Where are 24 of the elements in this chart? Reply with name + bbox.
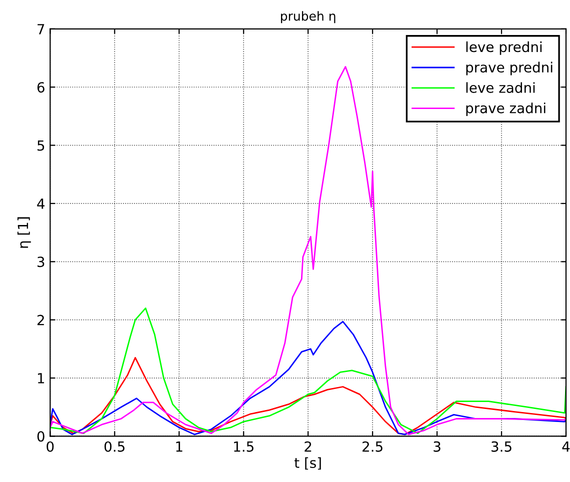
x-tick-label: 2: [304, 441, 312, 452]
y-tick-label: 1: [38, 373, 44, 384]
x-axis-title: t [s]: [294, 457, 321, 470]
x-tick-label: 0.5: [104, 441, 124, 452]
y-tick-label: 2: [37, 314, 44, 326]
chart-title: prubeh η: [281, 11, 336, 24]
y-tick-label: 5: [38, 140, 44, 151]
x-tick-label: 1: [176, 442, 182, 452]
y-axis-title: η [1]: [17, 217, 31, 248]
y-tick-label: 7: [38, 24, 44, 34]
x-tick-label: 4: [562, 442, 570, 452]
legend-label: prave zadni: [466, 102, 546, 116]
x-tick-label: 3.5: [492, 441, 512, 452]
x-tick-label: 3: [434, 441, 440, 452]
y-tick-label: 4: [37, 198, 45, 209]
y-tick-label: 6: [37, 82, 44, 93]
y-tick-label: 3: [38, 256, 44, 268]
x-tick-label: 0: [46, 441, 54, 452]
y-tick-label: 0: [37, 431, 44, 442]
x-tick-label: 2.5: [362, 441, 382, 452]
legend-label: leve predni: [466, 41, 542, 55]
legend-label: prave predni: [466, 62, 552, 76]
legend-label: leve zadni: [466, 82, 535, 93]
x-tick-label: 1.5: [234, 442, 254, 452]
